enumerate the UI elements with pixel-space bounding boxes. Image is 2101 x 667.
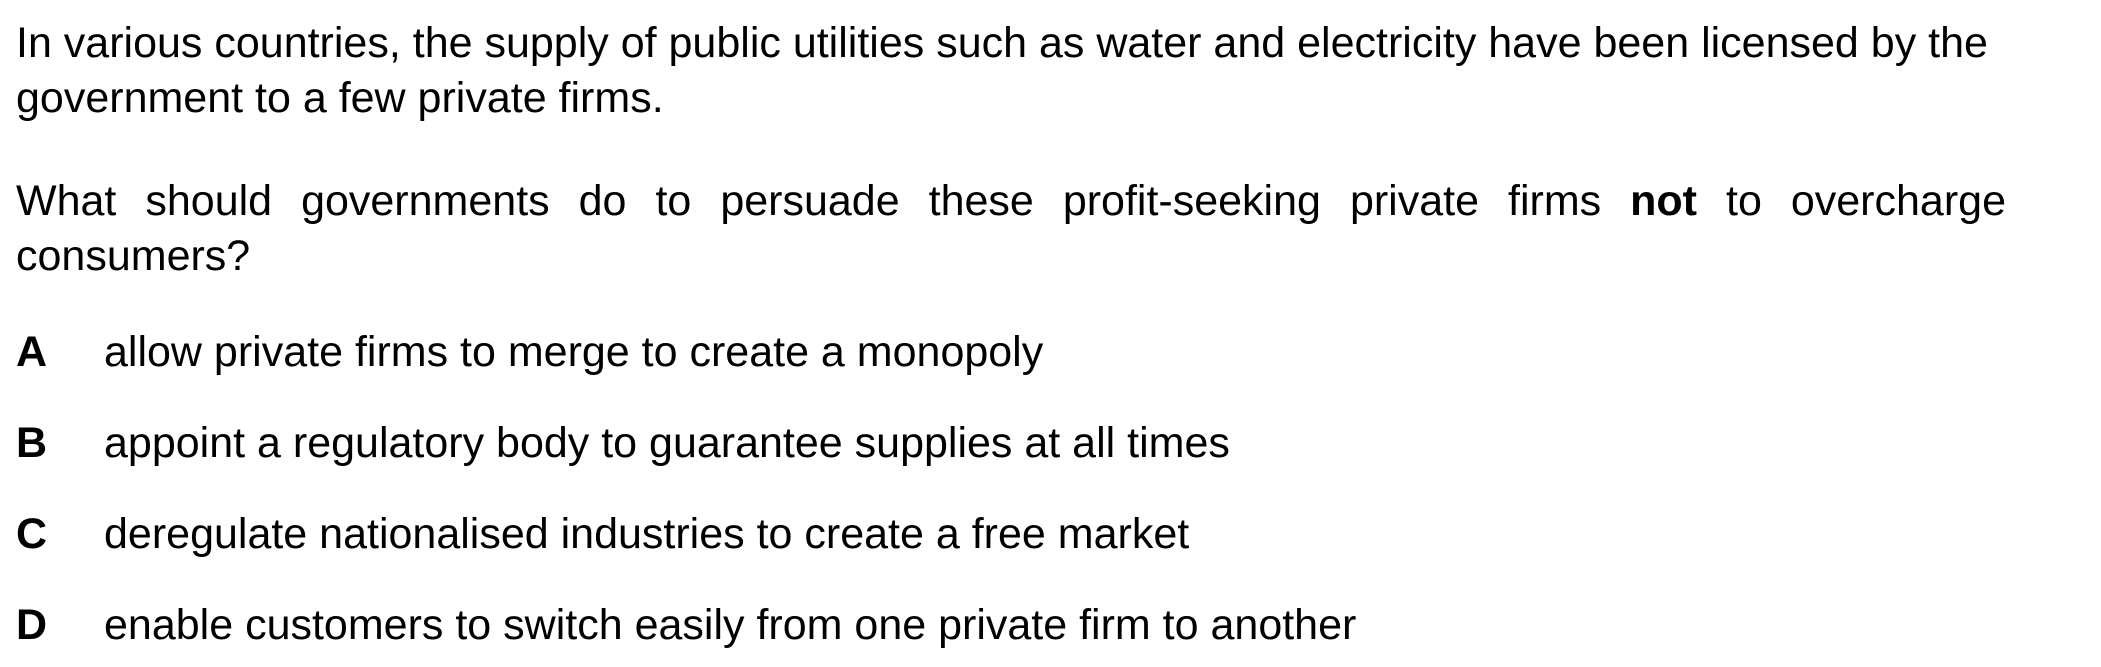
option-letter: C bbox=[16, 510, 48, 558]
option-letter: D bbox=[16, 601, 48, 649]
question-text-before: What should governments do to persuade t… bbox=[16, 177, 1631, 225]
question-stem: What should governments do to persuade t… bbox=[16, 174, 2006, 284]
option-text: deregulate nationalised industries to cr… bbox=[104, 510, 1190, 558]
option-letter: A bbox=[16, 328, 48, 376]
option-text: allow private firms to merge to create a… bbox=[104, 328, 1044, 376]
question-emphasis: not bbox=[1630, 177, 1697, 225]
option-text: appoint a regulatory body to guarantee s… bbox=[104, 419, 1230, 467]
option-letter: B bbox=[16, 419, 48, 467]
question-text-after: to overcharge consumers? bbox=[16, 177, 2006, 280]
context-paragraph: In various countries, the supply of publ… bbox=[16, 19, 1988, 122]
option-text: enable customers to switch easily from o… bbox=[104, 601, 1357, 649]
